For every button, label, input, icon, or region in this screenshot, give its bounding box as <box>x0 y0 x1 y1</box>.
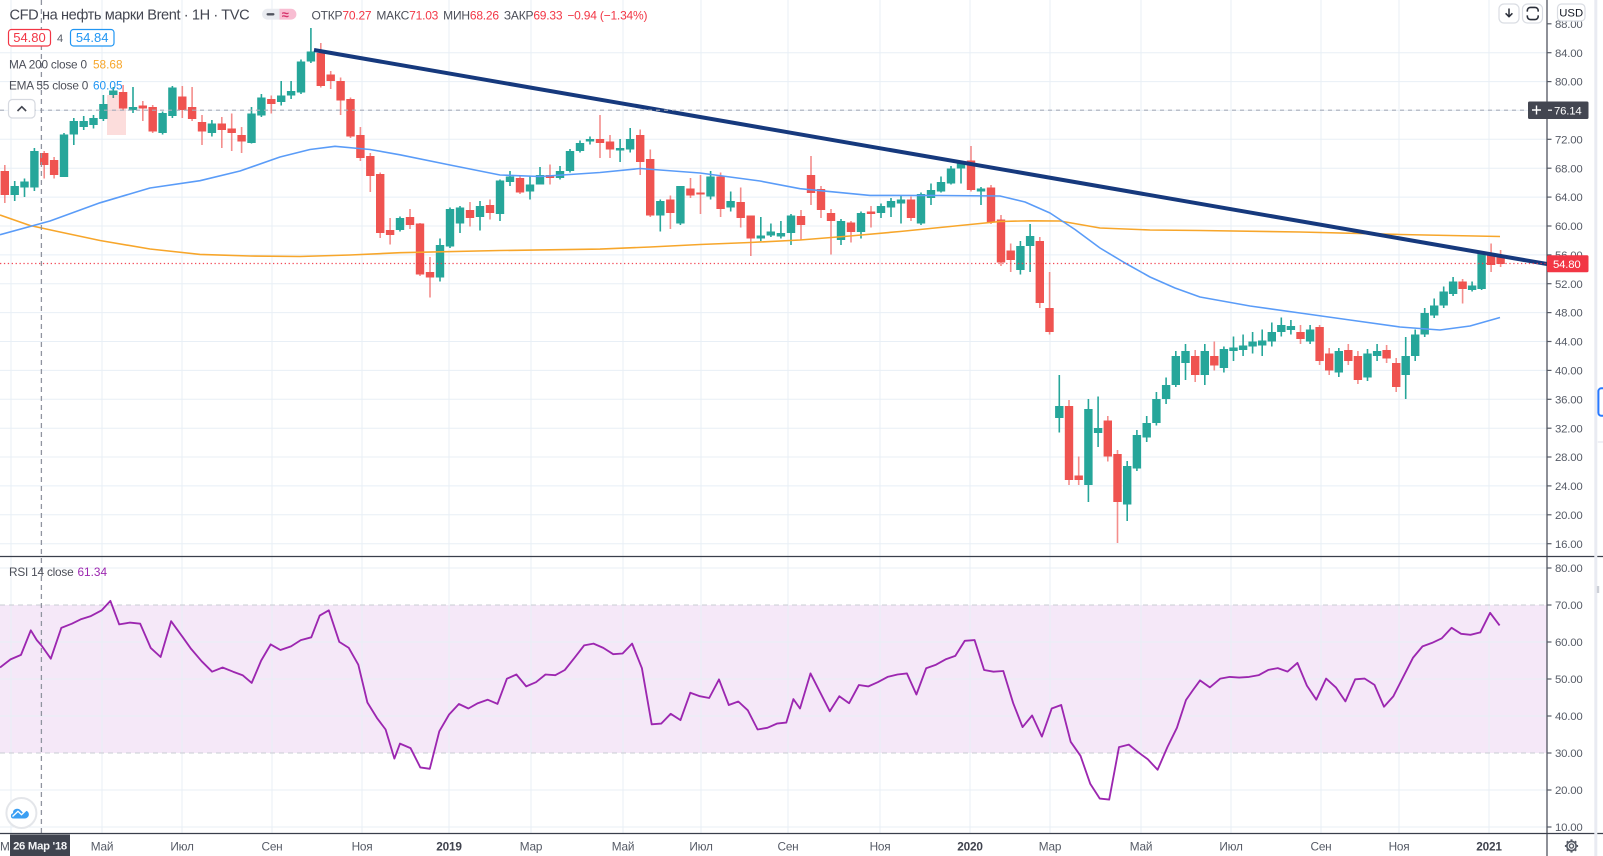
svg-text:40.00: 40.00 <box>1555 366 1583 378</box>
svg-text:72.00: 72.00 <box>1555 134 1583 146</box>
svg-text:80.00: 80.00 <box>1555 77 1583 89</box>
svg-text:RSI 14 close: RSI 14 close <box>9 565 74 579</box>
svg-text:84.00: 84.00 <box>1555 48 1583 60</box>
svg-text:64.00: 64.00 <box>1555 192 1583 204</box>
svg-text:20.00: 20.00 <box>1555 510 1583 522</box>
svg-text:Май: Май <box>612 840 635 854</box>
svg-text:32.00: 32.00 <box>1555 423 1583 435</box>
svg-text:Мар: Мар <box>1039 840 1062 854</box>
svg-text:88.00: 88.00 <box>1555 19 1583 31</box>
svg-text:61.34: 61.34 <box>78 565 108 579</box>
svg-text:60.05: 60.05 <box>93 79 123 93</box>
svg-text:54.84: 54.84 <box>76 30 109 45</box>
svg-text:2020: 2020 <box>957 840 983 854</box>
svg-text:36.00: 36.00 <box>1555 394 1583 406</box>
svg-text:CFD на нефть марки Brent · 1H: CFD на нефть марки Brent · 1H · TVC <box>10 7 250 23</box>
svg-text:76.14: 76.14 <box>1554 106 1582 118</box>
svg-text:60.00: 60.00 <box>1555 637 1583 649</box>
svg-text:Ноя: Ноя <box>1389 840 1410 854</box>
svg-text:54.80: 54.80 <box>13 30 46 45</box>
svg-text:Май: Май <box>91 840 114 854</box>
svg-text:USD: USD <box>1559 8 1583 20</box>
svg-text:Сен: Сен <box>262 840 283 854</box>
svg-text:58.68: 58.68 <box>93 58 123 72</box>
svg-text:Май: Май <box>1130 840 1153 854</box>
svg-text:50.00: 50.00 <box>1555 674 1583 686</box>
svg-text:24.00: 24.00 <box>1555 481 1583 493</box>
svg-text:70.00: 70.00 <box>1555 600 1583 612</box>
svg-text:16.00: 16.00 <box>1555 539 1583 551</box>
svg-text:М: М <box>0 840 10 854</box>
svg-text:20.00: 20.00 <box>1555 785 1583 797</box>
svg-text:≈: ≈ <box>282 7 289 22</box>
svg-text:10.00: 10.00 <box>1555 822 1583 834</box>
svg-text:Июл: Июл <box>689 840 713 854</box>
svg-text:48.00: 48.00 <box>1555 308 1583 320</box>
svg-text:Ноя: Ноя <box>352 840 373 854</box>
svg-text:60.00: 60.00 <box>1555 221 1583 233</box>
svg-text:2019: 2019 <box>436 840 462 854</box>
svg-text:Ноя: Ноя <box>870 840 891 854</box>
svg-text:4: 4 <box>57 33 63 45</box>
svg-text:Мар: Мар <box>520 840 543 854</box>
svg-text:80.00: 80.00 <box>1555 563 1583 575</box>
svg-text:44.00: 44.00 <box>1555 337 1583 349</box>
svg-text:52.00: 52.00 <box>1555 279 1583 291</box>
svg-text:Сен: Сен <box>778 840 799 854</box>
svg-text:28.00: 28.00 <box>1555 452 1583 464</box>
svg-text:26 Мар '18: 26 Мар '18 <box>13 840 67 852</box>
svg-text:Сен: Сен <box>1311 840 1332 854</box>
svg-text:2021: 2021 <box>1476 840 1502 854</box>
svg-text:MA 200 close 0: MA 200 close 0 <box>9 58 87 72</box>
svg-text:EMA 55 close 0: EMA 55 close 0 <box>9 79 89 93</box>
svg-text:30.00: 30.00 <box>1555 748 1583 760</box>
svg-text:54.80: 54.80 <box>1553 259 1581 271</box>
svg-text:40.00: 40.00 <box>1555 711 1583 723</box>
svg-text:Июл: Июл <box>170 840 194 854</box>
svg-text:Июл: Июл <box>1219 840 1243 854</box>
svg-text:68.00: 68.00 <box>1555 163 1583 175</box>
